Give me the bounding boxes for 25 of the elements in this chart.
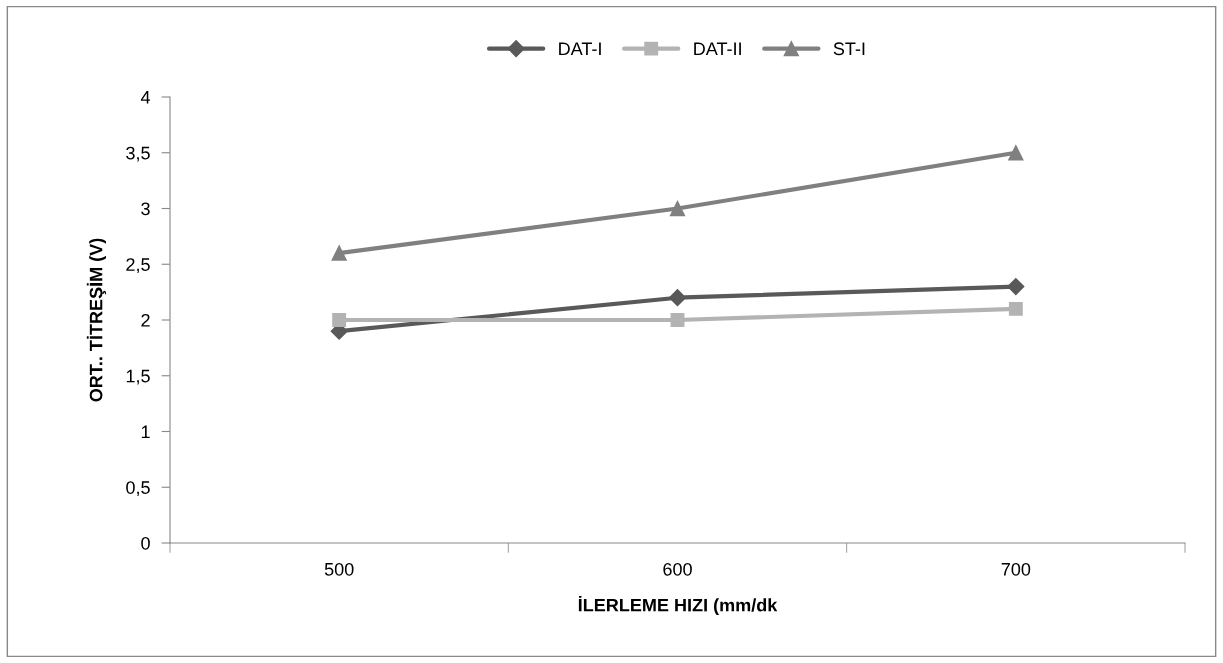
point [331, 245, 347, 261]
legend-label: DAT-I [559, 42, 601, 55]
x-tick-label: 600 [663, 562, 692, 576]
point [670, 313, 685, 327]
y-tick-label: 0 [141, 536, 150, 550]
x-tick-label: 500 [324, 562, 354, 576]
y-axis-title: ORT.. TİTREŞİM (V) [86, 238, 107, 402]
y-tick-label: 1,5 [126, 369, 150, 385]
x-axis-title: İLERLEME HIZI (mm/dk [578, 595, 778, 616]
legend-label: ST-I [833, 42, 865, 56]
y-tick-label: 2,5 [126, 258, 150, 274]
point [668, 289, 687, 307]
x-tick-label: 700 [1001, 562, 1031, 576]
y-tick-label: 2 [141, 313, 150, 327]
legend-label: DAT-II [694, 42, 741, 55]
y-tick-label: 4 [140, 91, 151, 104]
y-tick-label: 3 [141, 202, 150, 216]
point [669, 200, 686, 217]
point [332, 313, 347, 327]
y-tick-label: 3,5 [126, 146, 150, 162]
y-tick-label: 0,5 [126, 481, 150, 497]
point [1007, 277, 1025, 296]
point [1008, 301, 1023, 316]
point [1008, 145, 1024, 161]
y-tick-label: 1 [141, 425, 150, 439]
